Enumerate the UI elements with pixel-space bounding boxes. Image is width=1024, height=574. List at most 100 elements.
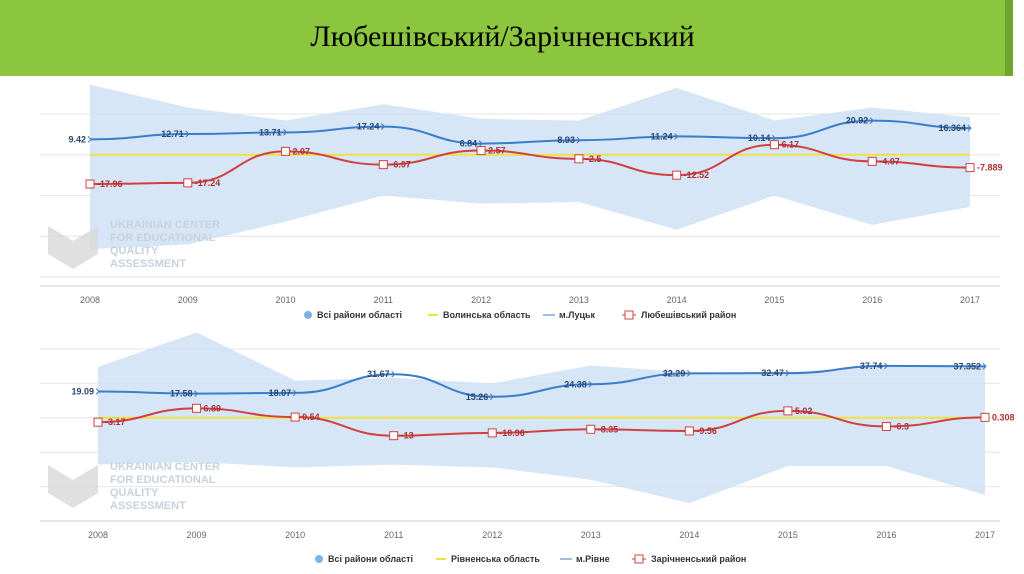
legend-band-label: Всі райони області [328, 554, 413, 564]
city-line [89, 119, 971, 145]
district-data-label: 2.07 [293, 146, 311, 156]
x-tick-label: 2008 [80, 295, 100, 305]
city-marker [194, 390, 199, 397]
district-marker [476, 146, 486, 156]
district-data-label: -2.5 [586, 154, 602, 164]
x-tick-label: 2015 [764, 295, 784, 305]
district-data-label: 0.54 [302, 412, 320, 422]
watermark-text: UKRAINIAN CENTER [110, 461, 220, 473]
x-tick-label: 2015 [778, 530, 798, 540]
watermark-text: FOR EDUCATIONAL [110, 232, 216, 244]
watermark-text: ASSESSMENT [110, 500, 186, 512]
district-marker [183, 178, 193, 188]
district-line [89, 143, 971, 186]
district-marker [867, 156, 877, 166]
legend-band-icon [315, 555, 323, 563]
district-data-label: -9.56 [696, 426, 717, 436]
city-data-label: 10.14 [748, 133, 771, 143]
district-marker [965, 163, 975, 173]
x-tick-label: 2011 [374, 295, 393, 305]
district-data-label: 6.17 [781, 140, 799, 150]
watermark-logo-icon [48, 226, 98, 269]
city-data-label: 13.71 [259, 127, 282, 137]
district-data-label: -4.07 [879, 156, 900, 166]
watermark-text: QUALITY [110, 245, 159, 257]
district-marker [389, 431, 399, 441]
watermark-text: UKRAINIAN CENTER [110, 219, 220, 231]
city-marker [884, 362, 889, 370]
city-marker [489, 393, 494, 401]
district-data-label: -3.17 [105, 417, 126, 427]
x-tick-label: 2010 [276, 295, 296, 305]
district-data-label: 6.89 [204, 403, 222, 413]
city-marker [576, 136, 581, 144]
range-band [90, 84, 970, 250]
title-bar: Любешівський/Зарічненський [0, 0, 1013, 76]
x-tick-label: 2012 [482, 530, 502, 540]
city-data-label: 17.24 [357, 122, 380, 132]
city-data-label: 20.92 [846, 116, 869, 126]
district-marker [881, 421, 891, 431]
city-marker [95, 388, 100, 395]
district-data-label: -7.889 [977, 163, 1003, 173]
district-line [97, 407, 986, 437]
city-marker [185, 130, 190, 138]
city-marker [967, 124, 972, 132]
city-line [97, 364, 986, 398]
legend-region-label: Волинська область [443, 310, 531, 320]
slide-title: Любешівський/Зарічненський [310, 20, 695, 53]
legend-band-label: Всі райони області [317, 310, 402, 320]
district-data-label: -17.96 [97, 179, 123, 189]
city-marker [982, 363, 987, 370]
city-data-label: 12.71 [161, 129, 184, 139]
district-marker [684, 426, 694, 436]
city-data-label: 18.07 [269, 388, 292, 398]
city-data-label: 31.67 [367, 369, 390, 379]
district-marker [574, 154, 584, 164]
watermark-text: QUALITY [110, 487, 159, 499]
district-marker [980, 412, 990, 422]
legend-district-icon [634, 554, 644, 564]
city-data-label: 6.84 [460, 139, 478, 149]
city-data-label: 37.352 [953, 361, 981, 371]
city-marker [283, 129, 288, 136]
legend-district-label: Зарічненський район [651, 554, 746, 564]
legend-region-label: Рівненська область [451, 554, 540, 564]
watermark-text: ASSESSMENT [110, 258, 186, 270]
city-data-label: 16.364 [938, 123, 966, 133]
city-marker [869, 117, 874, 125]
city-marker [674, 133, 679, 140]
x-tick-label: 2013 [581, 530, 601, 540]
x-tick-label: 2017 [960, 295, 980, 305]
city-data-label: 8.93 [557, 135, 575, 145]
district-data-label: 5.02 [795, 406, 813, 416]
watermark-text: FOR EDUCATIONAL [110, 474, 216, 486]
city-data-label: 24.38 [564, 379, 587, 389]
city-marker [478, 140, 483, 147]
x-tick-label: 2008 [88, 530, 108, 540]
city-marker [588, 380, 593, 388]
city-marker [380, 123, 386, 131]
legend-city-label: м.Рівне [576, 554, 610, 564]
x-tick-label: 2016 [876, 530, 896, 540]
district-marker [586, 424, 596, 434]
district-marker [769, 140, 779, 150]
district-marker [672, 170, 682, 180]
x-tick-label: 2017 [975, 530, 995, 540]
legend-district-label: Любешівський район [641, 310, 736, 320]
district-marker [192, 403, 202, 413]
x-tick-label: 2014 [667, 295, 687, 305]
legend-band-icon [304, 311, 312, 319]
district-data-label: -6.3 [893, 421, 909, 431]
city-data-label: 11.24 [651, 131, 673, 141]
district-data-label: -13 [401, 431, 414, 441]
district-data-label: 2.57 [488, 146, 506, 156]
district-data-label: -17.24 [195, 178, 221, 188]
district-marker [290, 412, 300, 422]
district-marker [93, 417, 103, 427]
x-tick-label: 2009 [187, 530, 207, 540]
city-marker [785, 369, 790, 377]
